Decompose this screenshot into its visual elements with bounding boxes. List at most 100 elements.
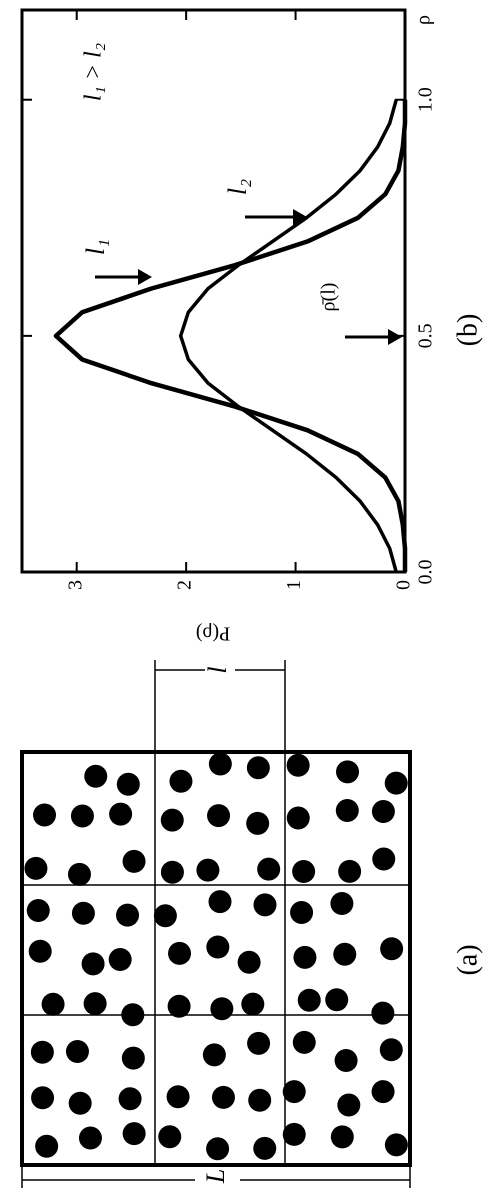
- particle: [68, 1091, 92, 1115]
- particle: [237, 950, 261, 974]
- particle: [253, 893, 277, 917]
- curve: [178, 99, 398, 573]
- particle: [282, 1080, 306, 1104]
- curve: [53, 99, 408, 572]
- y-axis-label: P(ρ): [196, 622, 230, 644]
- cell-size-label: l: [203, 666, 232, 673]
- particle: [330, 1125, 354, 1149]
- x-axis-label: ρ: [413, 15, 435, 25]
- arrows: [95, 215, 390, 339]
- particle: [293, 945, 317, 969]
- particle: [211, 1085, 235, 1109]
- box-size-label: L: [201, 1169, 230, 1184]
- x-tick-label: 0.0: [415, 560, 437, 585]
- particle: [372, 847, 396, 871]
- particle: [122, 849, 146, 873]
- particle: [81, 952, 105, 976]
- particle: [30, 1040, 54, 1064]
- particle: [246, 811, 270, 835]
- particles: [24, 752, 408, 1161]
- particle: [206, 1137, 230, 1161]
- particle: [33, 803, 57, 827]
- particle: [286, 753, 310, 777]
- particle: [202, 1043, 226, 1067]
- y-tick-label: 1: [283, 580, 305, 590]
- particle: [108, 948, 132, 972]
- particle: [333, 942, 357, 966]
- particle: [206, 935, 230, 959]
- y-tick-label: 3: [64, 580, 86, 590]
- particle: [65, 1040, 89, 1064]
- particle: [41, 992, 65, 1016]
- y-tick-label: 2: [174, 580, 196, 590]
- x-tick-label: 1.0: [415, 87, 437, 112]
- particle: [160, 808, 184, 832]
- particle: [384, 771, 408, 795]
- particle: [379, 1038, 403, 1062]
- particle: [208, 890, 232, 914]
- particle: [207, 804, 231, 828]
- particle: [325, 988, 349, 1012]
- particle: [208, 752, 232, 776]
- particle: [118, 1087, 142, 1111]
- particle: [282, 1122, 306, 1146]
- particle-box: [20, 750, 412, 1167]
- particle: [248, 1088, 272, 1112]
- particle: [290, 900, 314, 924]
- particle: [297, 988, 321, 1012]
- particle: [158, 1125, 182, 1149]
- particle: [109, 802, 133, 826]
- panel-label: (a): [452, 944, 483, 975]
- particle: [371, 800, 395, 824]
- figure-upright: L l (a) (b) ρ P(ρ) l₁ l₂ ρ̄(l) l₁ > l₂ 0…: [20, 8, 483, 1188]
- particle: [286, 806, 310, 830]
- particle: [78, 1126, 102, 1150]
- annotation: l₁ > l₂: [81, 43, 107, 101]
- particle: [210, 997, 234, 1021]
- particle: [196, 858, 220, 882]
- particle: [371, 1080, 395, 1104]
- arrowheads: [138, 209, 402, 345]
- particle: [153, 904, 177, 928]
- particle: [67, 862, 91, 886]
- annotation: ρ̄(l): [318, 283, 340, 312]
- particle: [247, 1031, 271, 1055]
- particle: [122, 1122, 146, 1146]
- particle: [371, 1001, 395, 1025]
- particle: [35, 1134, 59, 1158]
- curve-label: l₁: [81, 239, 110, 255]
- particle: [257, 857, 281, 881]
- particle: [31, 1086, 55, 1110]
- particle: [334, 1049, 358, 1073]
- particle: [26, 898, 50, 922]
- particle: [168, 941, 192, 965]
- particle: [83, 992, 107, 1016]
- particle: [84, 764, 108, 788]
- particle: [167, 994, 191, 1018]
- particle: [380, 937, 404, 961]
- particle: [246, 756, 270, 780]
- x-tick-label: 0.5: [415, 323, 437, 348]
- particle: [166, 1085, 190, 1109]
- particle: [169, 769, 193, 793]
- panel-label: (b): [452, 314, 483, 347]
- plot-frame: [20, 8, 407, 574]
- particle: [121, 1046, 145, 1070]
- particle: [330, 891, 354, 915]
- particle: [292, 1030, 316, 1054]
- particle: [292, 860, 316, 884]
- y-tick-label: 0: [393, 580, 415, 590]
- particle: [338, 859, 362, 883]
- particle: [336, 760, 360, 784]
- particle: [384, 1133, 408, 1157]
- particle: [116, 772, 140, 796]
- particle: [335, 799, 359, 823]
- particle: [70, 804, 94, 828]
- particle: [24, 856, 48, 880]
- particle: [121, 1003, 145, 1027]
- particle: [241, 992, 265, 1016]
- particle: [116, 903, 140, 927]
- curve-label: l₂: [223, 179, 252, 195]
